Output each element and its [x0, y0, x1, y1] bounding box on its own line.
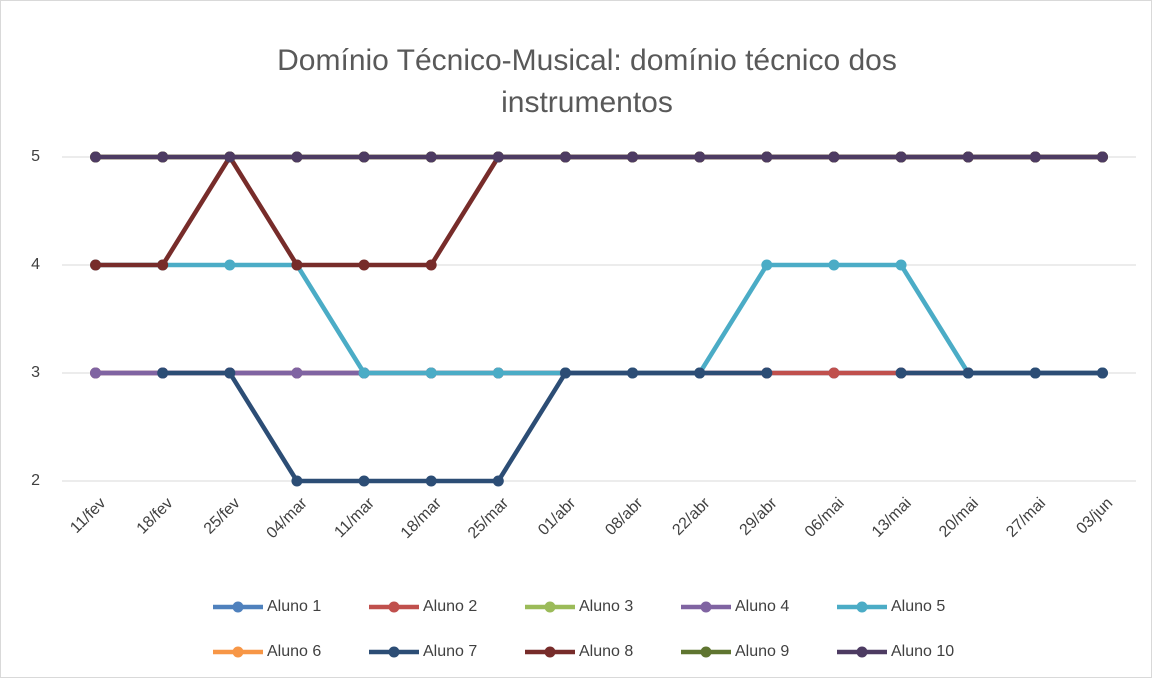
data-point	[761, 367, 773, 379]
data-point	[1029, 367, 1041, 379]
legend-marker	[544, 601, 556, 613]
legend-marker	[232, 601, 244, 613]
legend-marker	[700, 646, 712, 658]
data-point	[291, 151, 303, 163]
data-point	[962, 151, 974, 163]
y-tick-label: 2	[31, 472, 40, 489]
legend-label: Aluno 8	[579, 643, 633, 660]
data-point	[224, 151, 236, 163]
data-point	[694, 151, 706, 163]
legend-label: Aluno 9	[735, 643, 789, 660]
data-point	[761, 151, 773, 163]
series-line	[162, 370, 1103, 484]
legend-marker	[232, 646, 244, 658]
data-point	[627, 367, 639, 379]
data-point	[962, 367, 974, 379]
data-point	[157, 151, 169, 163]
data-point	[358, 475, 370, 487]
data-point	[828, 259, 840, 271]
legend-label: Aluno 5	[891, 598, 945, 615]
chart-title: Domínio Técnico-Musical: domínio técnico…	[277, 44, 897, 77]
data-point	[627, 151, 639, 163]
data-point	[492, 475, 504, 487]
y-tick-label: 3	[31, 364, 40, 381]
data-point	[291, 259, 303, 271]
data-point	[358, 259, 370, 271]
y-tick-label: 5	[31, 148, 40, 165]
data-point	[1096, 151, 1108, 163]
data-point	[358, 151, 370, 163]
legend-label: Aluno 4	[735, 598, 789, 615]
data-point	[828, 151, 840, 163]
data-point	[90, 151, 102, 163]
data-point	[291, 367, 303, 379]
data-point	[559, 151, 571, 163]
legend-marker	[856, 601, 868, 613]
data-point	[1029, 151, 1041, 163]
data-point	[559, 367, 571, 379]
legend-label: Aluno 1	[267, 598, 321, 615]
legend-label: Aluno 2	[423, 598, 477, 615]
data-point	[895, 259, 907, 271]
legend-label: Aluno 3	[579, 598, 633, 615]
data-point	[90, 367, 102, 379]
data-point	[895, 367, 907, 379]
legend-marker	[544, 646, 556, 658]
data-point	[492, 367, 504, 379]
data-point	[224, 367, 236, 379]
data-point	[761, 259, 773, 271]
data-point	[291, 475, 303, 487]
data-point	[425, 367, 437, 379]
legend-marker	[388, 646, 400, 658]
legend-marker	[388, 601, 400, 613]
legend-label: Aluno 7	[423, 643, 477, 660]
chart-title: instrumentos	[501, 86, 673, 119]
data-point	[224, 259, 236, 271]
data-point	[358, 367, 370, 379]
data-point	[1096, 367, 1108, 379]
legend-marker	[856, 646, 868, 658]
legend-label: Aluno 6	[267, 643, 321, 660]
data-point	[425, 151, 437, 163]
data-point	[157, 367, 169, 379]
data-point	[895, 151, 907, 163]
data-point	[694, 367, 706, 379]
data-point	[828, 367, 840, 379]
data-point	[425, 475, 437, 487]
data-point	[157, 259, 169, 271]
legend-label: Aluno 10	[891, 643, 954, 660]
data-point	[425, 259, 437, 271]
legend-marker	[700, 601, 712, 613]
y-tick-label: 4	[31, 256, 40, 273]
data-point	[492, 151, 504, 163]
data-point	[90, 259, 102, 271]
